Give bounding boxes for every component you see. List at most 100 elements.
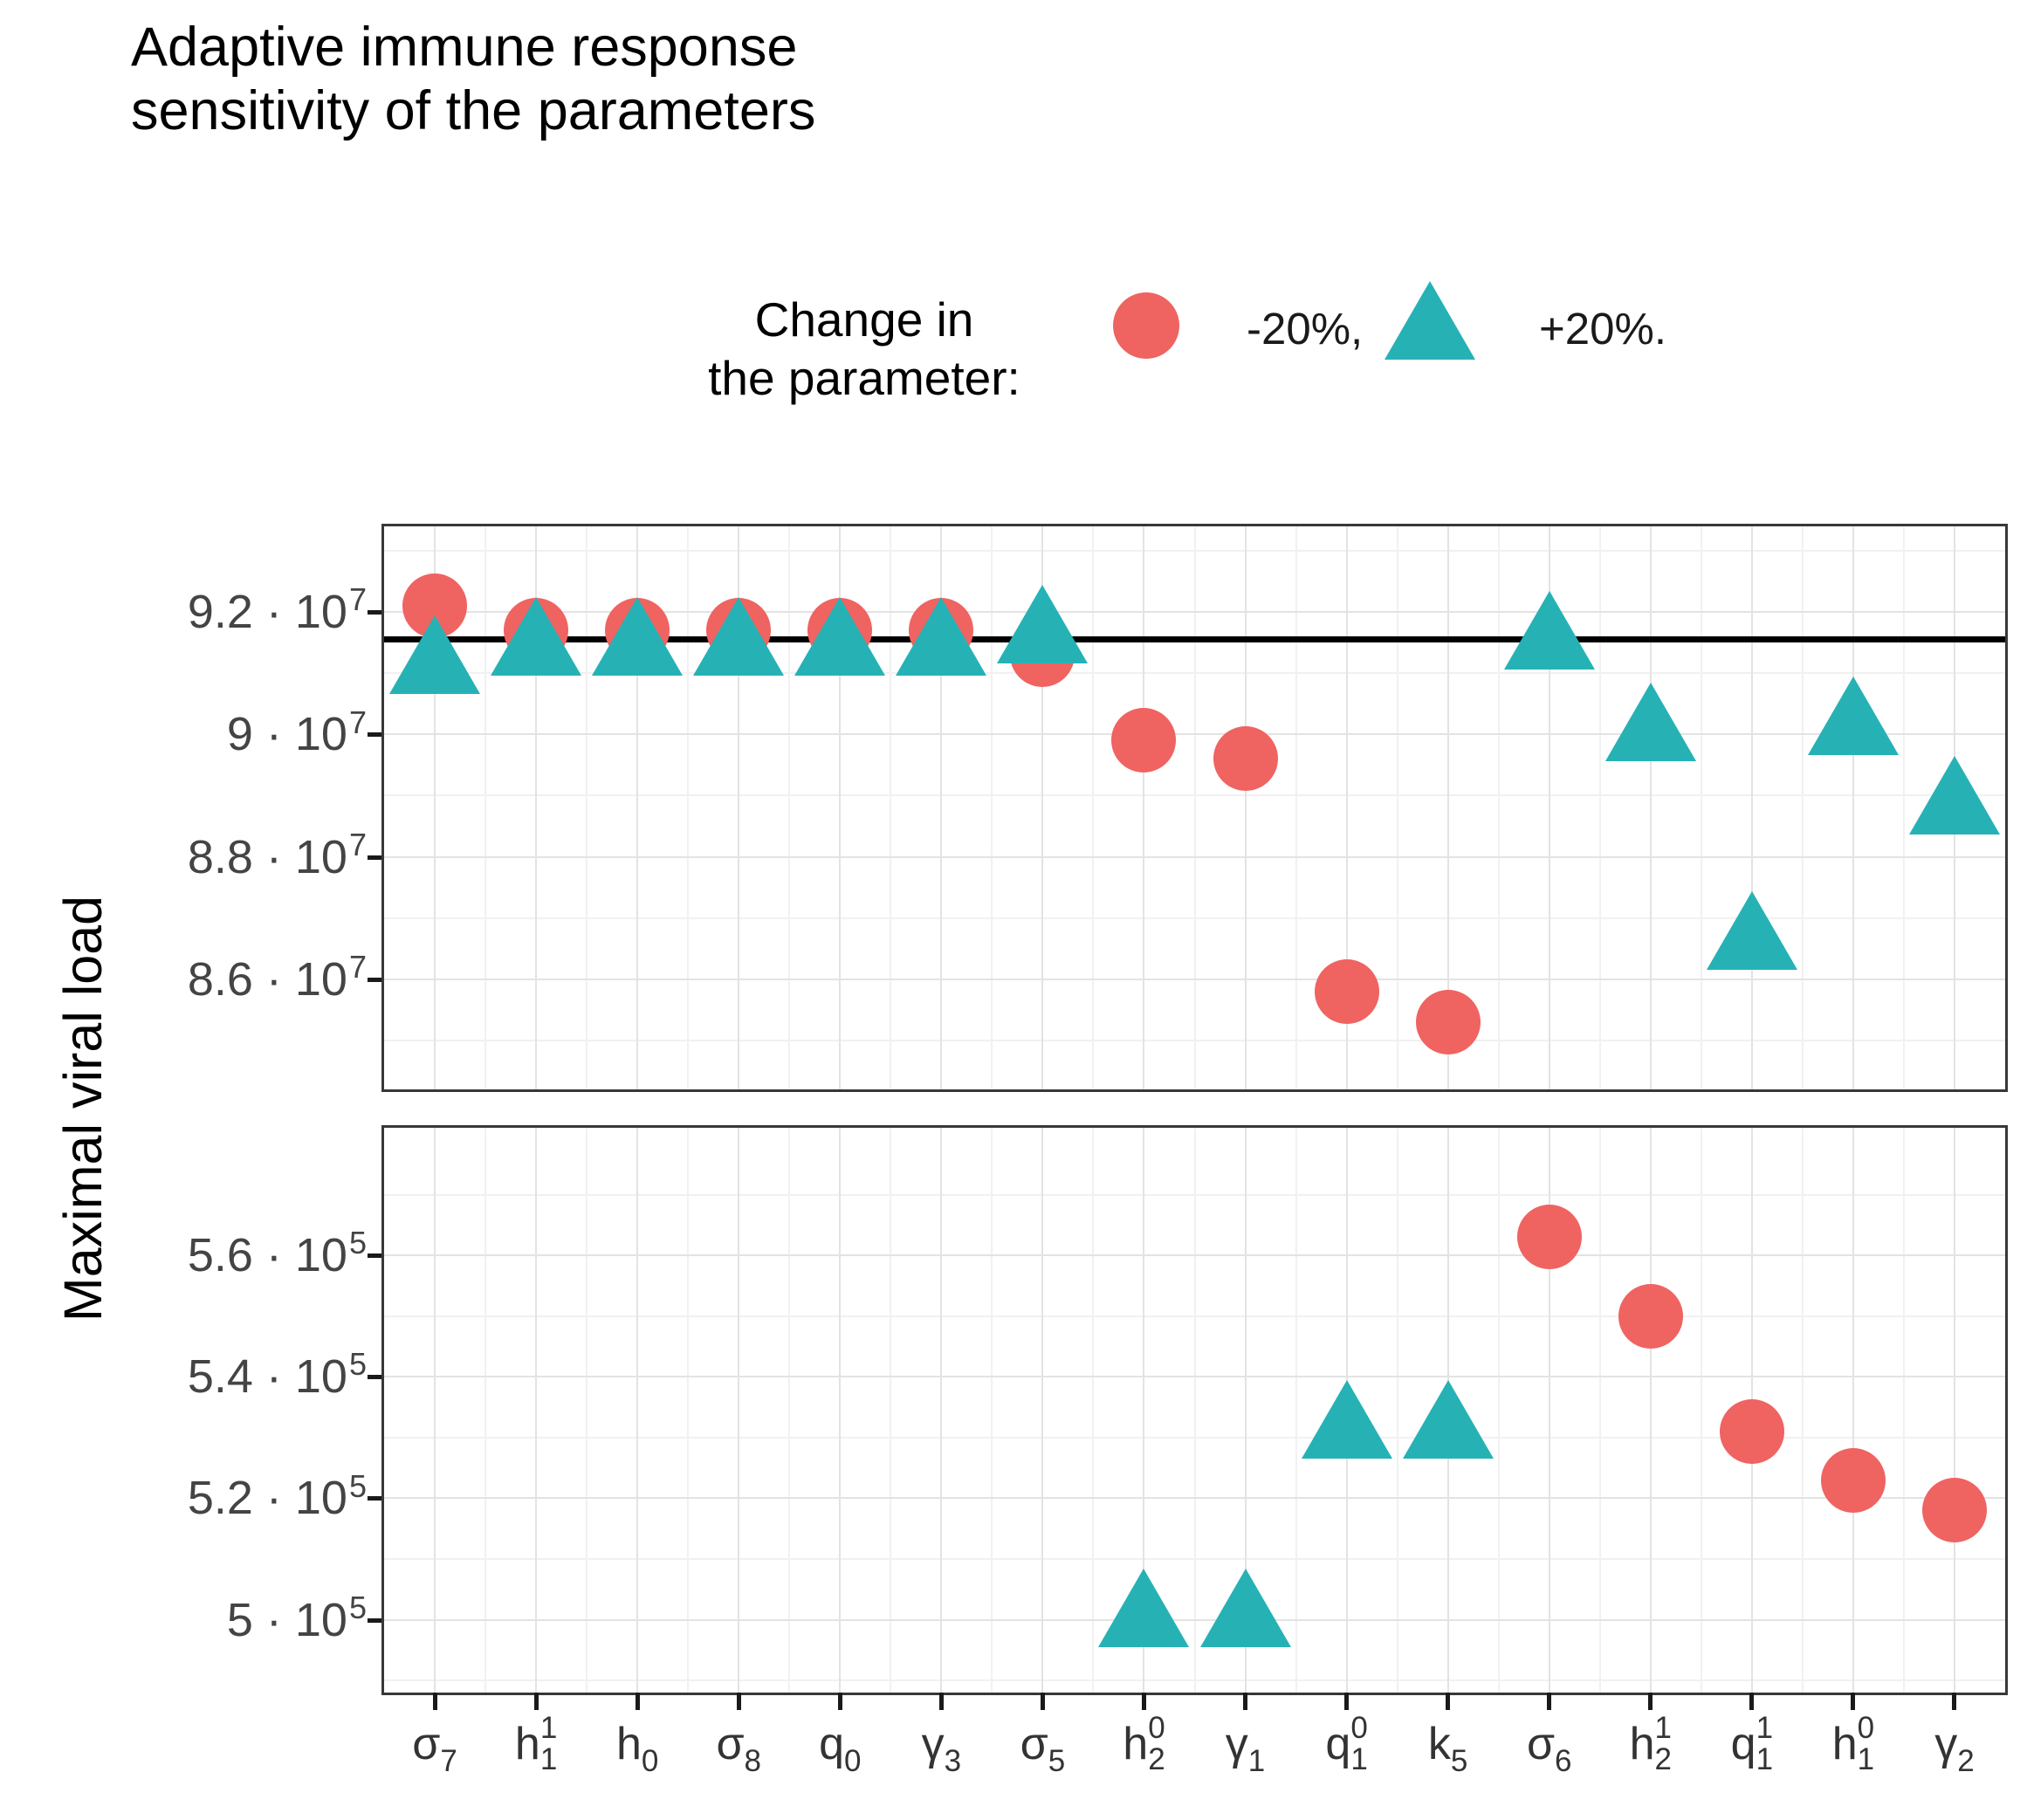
gridline-minor-vertical (1497, 526, 1500, 1089)
data-point-triangle (1706, 890, 1797, 970)
gridline-minor-vertical (484, 1128, 487, 1693)
gridline-major-horizontal (384, 733, 2005, 736)
gridline-major-vertical (1345, 526, 1348, 1089)
gridline-major-vertical (1649, 1128, 1652, 1693)
gridline-minor-vertical (687, 526, 690, 1089)
gridline-major-vertical (1143, 1128, 1145, 1693)
data-point-triangle (1807, 676, 1899, 756)
gridline-major-vertical (636, 526, 639, 1089)
gridline-major-horizontal (384, 978, 2005, 980)
gridline-major-horizontal (384, 1497, 2005, 1500)
gridline-major-vertical (940, 526, 943, 1089)
data-point-triangle (1301, 1379, 1392, 1459)
gridline-major-vertical (1041, 1128, 1044, 1693)
gridline-major-vertical (1750, 526, 1753, 1089)
gridline-minor-vertical (1092, 1128, 1095, 1693)
y-axis-tick-label: 8.8 · 107 (187, 826, 367, 883)
gridline-minor-vertical (1396, 526, 1398, 1089)
gridline-minor-vertical (484, 526, 487, 1089)
y-axis-tick-label: 9 · 107 (226, 704, 367, 761)
x-axis-tick (635, 1693, 640, 1710)
x-axis-tick (533, 1693, 539, 1710)
gridline-major-vertical (738, 526, 740, 1089)
baseline-line (384, 636, 2005, 643)
data-point-circle (1820, 1447, 1886, 1513)
x-axis-tick (736, 1693, 741, 1710)
data-point-triangle (1098, 1568, 1190, 1647)
y-axis-tick-label: 5.4 · 105 (187, 1346, 367, 1404)
gridline-major-vertical (434, 1128, 436, 1693)
gridline-minor-vertical (890, 1128, 892, 1693)
x-axis-tick (1040, 1693, 1045, 1710)
gridline-minor-vertical (586, 1128, 588, 1693)
x-axis-tick (1141, 1693, 1146, 1710)
data-point-triangle (693, 597, 785, 676)
gridline-major-vertical (1244, 526, 1247, 1089)
gridline-major-vertical (1041, 526, 1044, 1089)
data-point-triangle (1199, 1568, 1291, 1647)
data-point-triangle (1503, 591, 1595, 670)
gridline-major-vertical (1953, 1128, 1955, 1693)
x-axis-tick (1446, 1693, 1451, 1710)
gridline-minor-vertical (1700, 1128, 1702, 1693)
x-axis-tick (432, 1693, 437, 1710)
legend-title: Change in the parameter: (708, 292, 1020, 406)
x-axis-tick (837, 1693, 842, 1710)
data-point-triangle (896, 597, 987, 676)
gridline-major-vertical (1548, 526, 1550, 1089)
data-point-triangle (1604, 683, 1696, 762)
data-point-circle (1213, 726, 1278, 792)
panel-border (381, 524, 2008, 1092)
data-point-circle (1111, 708, 1177, 773)
y-axis-tick (368, 1617, 384, 1623)
x-axis-tick (1851, 1693, 1856, 1710)
x-axis-tick (1749, 1693, 1755, 1710)
y-axis-tick-label: 8.6 · 107 (187, 949, 367, 1006)
data-point-circle (1415, 989, 1481, 1054)
gridline-minor-vertical (1396, 1128, 1398, 1693)
gridline-major-vertical (1852, 526, 1854, 1089)
y-axis-tick-label: 5.6 · 105 (187, 1225, 367, 1282)
gridline-major-vertical (1446, 526, 1449, 1089)
chart-title: Adaptive immune response sensitivity of … (131, 17, 816, 142)
gridline-major-horizontal (384, 1618, 2005, 1621)
gridline-major-vertical (535, 1128, 538, 1693)
gridline-minor-vertical (1700, 526, 1702, 1089)
gridline-major-vertical (839, 526, 842, 1089)
y-axis-tick (368, 610, 384, 615)
y-axis-tick (368, 1496, 384, 1501)
gridline-major-vertical (535, 526, 538, 1089)
gridline-major-vertical (1244, 1128, 1247, 1693)
gridline-major-vertical (1143, 526, 1145, 1089)
gridline-major-vertical (839, 1128, 842, 1693)
legend-minus20-circle-icon (1113, 292, 1179, 359)
data-point-circle (1314, 958, 1379, 1024)
data-point-triangle (592, 597, 684, 676)
x-axis-tick (938, 1693, 944, 1710)
y-axis-tick-label: 5 · 105 (226, 1589, 367, 1646)
data-point-circle (1921, 1478, 1987, 1543)
y-axis-tick (368, 732, 384, 738)
gridline-minor-vertical (586, 526, 588, 1089)
gridline-major-vertical (1649, 526, 1652, 1089)
gridline-minor-vertical (1497, 1128, 1500, 1693)
gridline-minor-vertical (1801, 526, 1804, 1089)
gridline-minor-vertical (1902, 526, 1905, 1089)
data-point-triangle (1402, 1379, 1494, 1459)
y-axis-tick-label: 5.2 · 105 (187, 1467, 367, 1525)
legend-plus20-triangle-icon (1385, 281, 1475, 360)
gridline-major-horizontal (384, 1254, 2005, 1257)
x-axis-tick (1547, 1693, 1552, 1710)
gridline-minor-vertical (1193, 1128, 1196, 1693)
x-axis-tick (1243, 1693, 1248, 1710)
y-axis-tick-label: 9.2 · 107 (187, 581, 367, 639)
